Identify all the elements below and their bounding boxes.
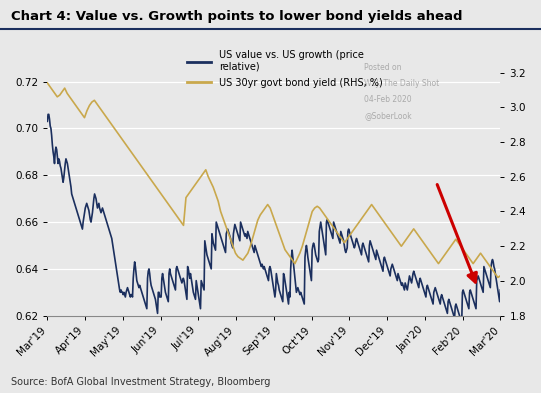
Text: Posted on: Posted on (365, 62, 402, 72)
Text: Chart 4: Value vs. Growth points to lower bond yields ahead: Chart 4: Value vs. Growth points to lowe… (11, 10, 463, 23)
Text: WSJ: The Daily Shot: WSJ: The Daily Shot (365, 79, 440, 88)
Legend: US value vs. US growth (price
relative), US 30yr govt bond yield (RHS, %): US value vs. US growth (price relative),… (183, 46, 387, 92)
Text: Source: BofA Global Investment Strategy, Bloomberg: Source: BofA Global Investment Strategy,… (11, 377, 270, 387)
Text: @SoberLook: @SoberLook (365, 111, 412, 120)
Text: 04-Feb 2020: 04-Feb 2020 (365, 95, 412, 104)
